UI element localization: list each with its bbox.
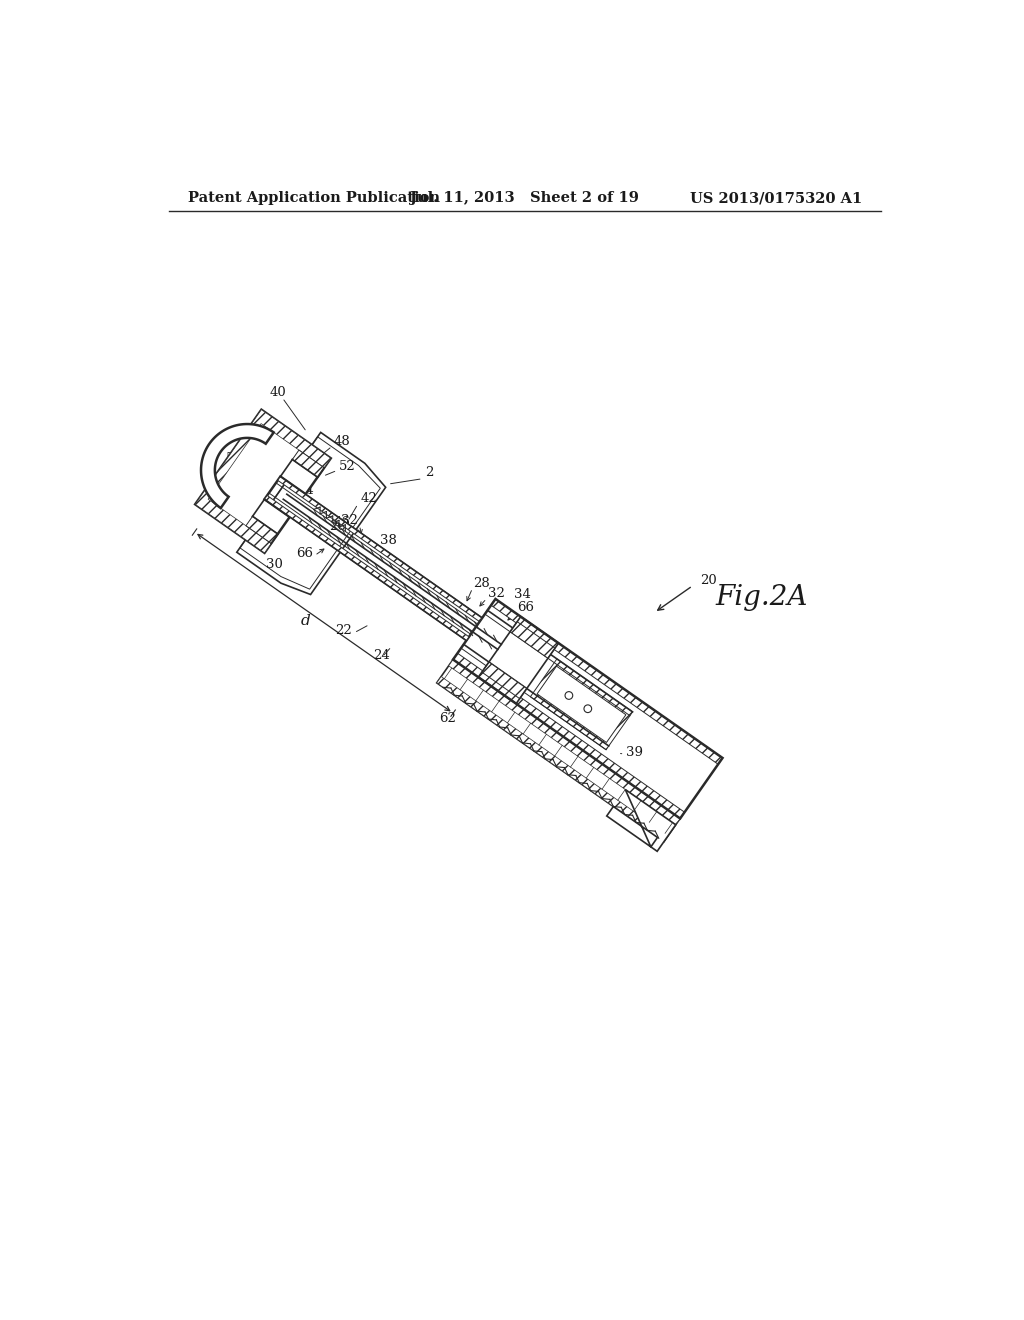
- Polygon shape: [538, 667, 626, 742]
- Text: 28: 28: [473, 577, 490, 590]
- Polygon shape: [436, 677, 669, 842]
- Text: 20: 20: [700, 574, 717, 587]
- Polygon shape: [278, 477, 482, 622]
- Polygon shape: [453, 653, 685, 818]
- Text: 66: 66: [517, 601, 535, 614]
- Text: 26: 26: [329, 520, 346, 533]
- Text: 60: 60: [641, 824, 658, 837]
- Text: 39: 39: [626, 746, 643, 759]
- Polygon shape: [436, 660, 680, 842]
- Text: 40: 40: [270, 387, 287, 399]
- Text: Patent Application Publication: Patent Application Publication: [188, 191, 440, 206]
- Text: 64: 64: [621, 814, 637, 828]
- Polygon shape: [482, 663, 526, 698]
- Text: 2: 2: [425, 466, 433, 479]
- Text: d: d: [301, 614, 311, 628]
- Polygon shape: [449, 660, 680, 825]
- Text: 52: 52: [339, 459, 355, 473]
- Text: 46: 46: [334, 516, 350, 528]
- Text: 48: 48: [334, 434, 350, 447]
- Polygon shape: [196, 409, 331, 553]
- Text: 50: 50: [226, 451, 243, 465]
- Text: 34: 34: [514, 587, 530, 601]
- Polygon shape: [264, 495, 469, 640]
- Text: Fig.2A: Fig.2A: [716, 583, 808, 611]
- Text: 62: 62: [439, 711, 456, 725]
- Text: 24: 24: [373, 648, 389, 661]
- Polygon shape: [492, 599, 723, 764]
- Polygon shape: [292, 450, 325, 478]
- Polygon shape: [196, 409, 331, 553]
- Polygon shape: [246, 516, 278, 544]
- Polygon shape: [510, 622, 555, 659]
- Text: 66: 66: [296, 548, 313, 560]
- Text: 22: 22: [335, 624, 351, 638]
- Text: Jul. 11, 2013   Sheet 2 of 19: Jul. 11, 2013 Sheet 2 of 19: [411, 191, 639, 206]
- Text: 32: 32: [341, 513, 358, 527]
- Text: 30: 30: [266, 558, 283, 572]
- Text: 44: 44: [298, 484, 314, 498]
- Text: 42: 42: [360, 491, 377, 504]
- Polygon shape: [530, 659, 633, 750]
- Polygon shape: [606, 789, 676, 851]
- Text: US 2013/0175320 A1: US 2013/0175320 A1: [690, 191, 862, 206]
- Text: 32: 32: [488, 587, 505, 599]
- Text: 38: 38: [380, 535, 396, 548]
- Polygon shape: [201, 424, 273, 508]
- Text: 2: 2: [588, 714, 596, 727]
